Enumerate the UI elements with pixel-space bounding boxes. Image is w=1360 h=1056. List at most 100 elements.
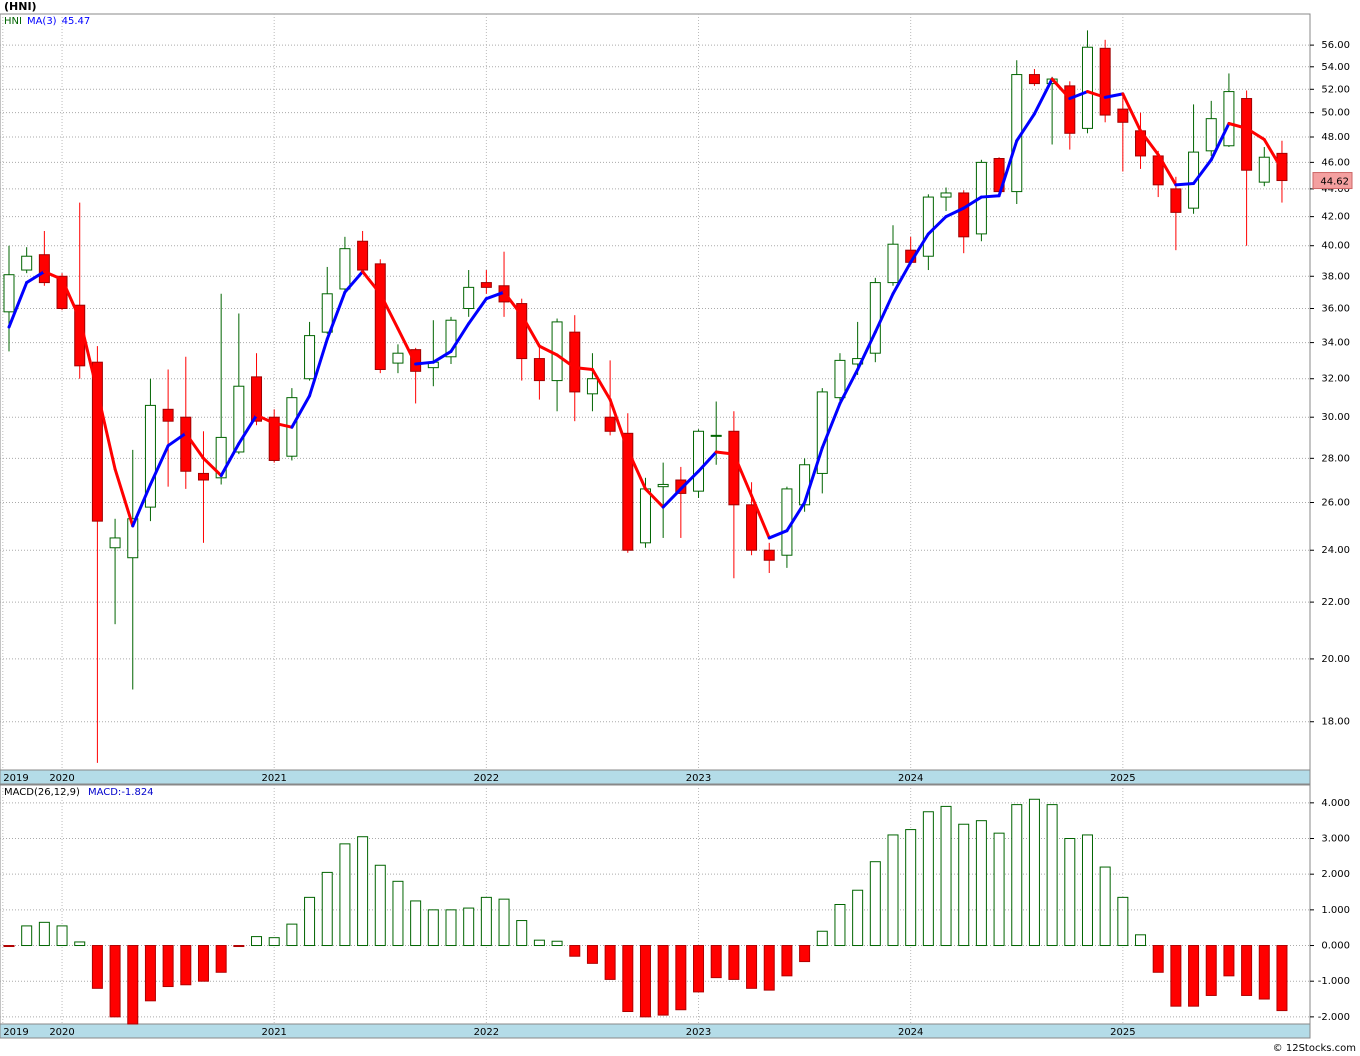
ma-segment xyxy=(767,529,789,540)
ma-segment xyxy=(325,290,347,341)
ma-segment xyxy=(909,232,930,264)
ma-segment xyxy=(308,337,329,398)
macd-bar xyxy=(958,823,970,947)
legend-series: MACD: xyxy=(88,787,121,798)
y-tick-label: 18.00 xyxy=(1321,717,1350,728)
ma-segment xyxy=(697,450,718,473)
candle-body xyxy=(1223,91,1235,147)
ma-segment xyxy=(343,270,365,294)
candle-body xyxy=(728,430,740,506)
macd-bar xyxy=(374,864,386,947)
ma-segment xyxy=(856,330,877,371)
ma-segment xyxy=(60,277,82,321)
ma-segment xyxy=(148,444,170,486)
x-tick-label: 2025 xyxy=(1110,1027,1135,1038)
candle-body xyxy=(463,286,475,310)
macd-bar xyxy=(1117,896,1129,947)
ma-segment xyxy=(1103,92,1125,99)
macd-bar xyxy=(286,923,298,947)
ma-segment xyxy=(926,215,948,236)
ma-segment xyxy=(750,494,771,540)
macd-bar xyxy=(675,945,687,1011)
macd-bar xyxy=(816,930,828,947)
macd-bar xyxy=(657,945,669,1016)
x-tick-label: 2023 xyxy=(686,773,711,784)
footer: © 12Stocks.com xyxy=(1273,1043,1356,1054)
candle-body xyxy=(1241,98,1253,171)
x-tick-label: 2022 xyxy=(474,1027,499,1038)
candle-body xyxy=(21,255,33,271)
macd-bar xyxy=(622,945,634,1013)
ma-segment xyxy=(944,206,966,219)
candle-body xyxy=(639,488,651,544)
macd-bar xyxy=(604,945,616,980)
y-tick-label: 42.00 xyxy=(1321,212,1350,223)
macd-bar xyxy=(410,900,422,947)
macd-bar xyxy=(251,936,263,947)
x-tick-label: 2020 xyxy=(49,773,74,784)
candle-body xyxy=(551,321,563,382)
candle-body xyxy=(922,196,934,257)
macd-bar xyxy=(693,945,705,993)
ma-segment xyxy=(1139,129,1160,157)
y-tick-label: 50.00 xyxy=(1321,108,1350,119)
macd-bar xyxy=(516,920,528,947)
x-tick-label: 2021 xyxy=(261,773,286,784)
candle-body xyxy=(162,408,174,422)
ma-segment xyxy=(838,367,860,405)
macd-bar xyxy=(74,941,86,947)
ma-segment xyxy=(1068,90,1089,101)
ma-segment xyxy=(113,467,135,528)
macd-bar xyxy=(180,945,192,986)
macd-bar xyxy=(940,805,952,947)
last-price-label: 44.62 xyxy=(1320,177,1349,188)
ma-segment xyxy=(626,448,647,491)
ma-segment xyxy=(661,487,683,509)
ma-segment xyxy=(449,322,471,353)
y-tick-label: 22.00 xyxy=(1321,597,1350,608)
candle-body xyxy=(746,504,758,551)
time-band xyxy=(0,769,1311,785)
candle-body xyxy=(1117,108,1129,123)
ma-segment xyxy=(1227,122,1249,130)
candle-body xyxy=(1170,188,1182,213)
ma-segment xyxy=(7,281,29,329)
macd-bar xyxy=(56,925,68,947)
candle-body xyxy=(268,416,280,461)
candle-body xyxy=(1081,46,1093,129)
ma-segment xyxy=(1192,158,1213,185)
macd-bar xyxy=(1223,945,1235,977)
macd-bar xyxy=(746,945,758,989)
y-tick-label: 24.00 xyxy=(1321,545,1350,556)
macd-bar xyxy=(304,896,316,947)
plot-area xyxy=(0,784,1311,1025)
x-tick-label: 2019 xyxy=(3,773,28,784)
x-tick-label: 2024 xyxy=(898,1027,923,1038)
macd-bar xyxy=(799,945,811,963)
legend-value: -1.824 xyxy=(121,787,153,798)
y-tick-label: 44.00 xyxy=(1321,184,1350,195)
ma-segment xyxy=(1245,126,1266,141)
candle-body xyxy=(180,416,192,472)
ma-segment xyxy=(732,452,754,498)
macd-bar xyxy=(1028,798,1040,947)
ma-segment xyxy=(1085,90,1107,99)
x-tick-label: 2025 xyxy=(1110,773,1135,784)
ma-segment xyxy=(1050,77,1072,101)
y-tick-label: 0.000 xyxy=(1321,941,1350,952)
candle-body xyxy=(233,385,245,453)
macd-bar xyxy=(1081,834,1093,947)
ma-segment xyxy=(484,290,506,301)
ma-segment xyxy=(997,139,1019,198)
time-band xyxy=(0,1023,1311,1039)
macd-bar xyxy=(975,820,987,947)
macd-bar xyxy=(763,945,775,991)
candle-body xyxy=(251,376,263,422)
macd-bar xyxy=(551,940,563,947)
candle-body xyxy=(657,483,669,488)
candle-body xyxy=(197,472,209,481)
macd-bar xyxy=(197,945,209,982)
ma-segment xyxy=(467,297,488,326)
candle-body xyxy=(763,549,775,561)
